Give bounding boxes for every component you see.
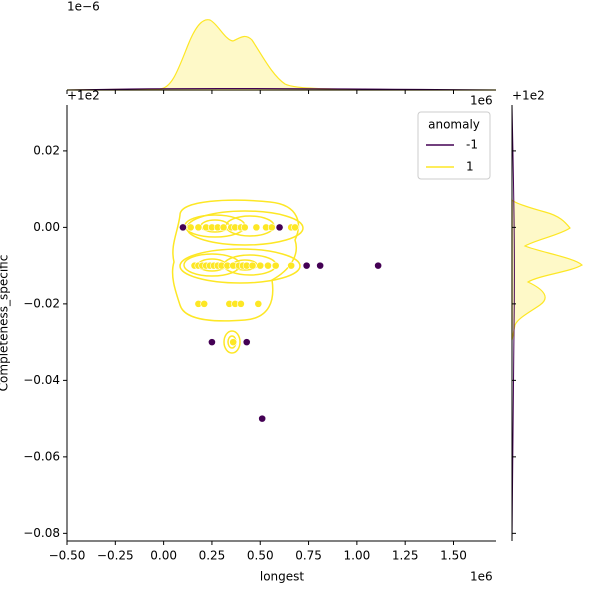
point	[271, 261, 280, 270]
point	[252, 223, 261, 232]
x-tick-label: 0.50	[247, 549, 274, 563]
top-marginal-offset: 1e−6	[67, 0, 100, 14]
right-marginal-offset: +1e2	[512, 89, 545, 103]
legend: anomaly -1 1	[417, 111, 491, 180]
legend-label: 1	[466, 160, 474, 174]
point	[237, 299, 245, 308]
point	[275, 223, 284, 232]
point	[287, 261, 296, 270]
y-axis-label: Completeness_specific	[0, 255, 11, 392]
y-tick-label: −0.08	[23, 526, 60, 540]
y-tick-label: 0.02	[33, 143, 60, 157]
y-tick-label: −0.02	[23, 296, 60, 310]
point	[264, 261, 272, 270]
point	[194, 223, 203, 232]
x-tick-label: −0.50	[49, 549, 86, 563]
point	[248, 261, 257, 270]
y-offset: +1e2	[67, 89, 100, 103]
x-axis-label: longest	[260, 570, 305, 584]
legend-title: anomaly	[428, 118, 480, 132]
top-marginal-kde	[66, 19, 497, 91]
x-tick-label: 1.50	[440, 549, 467, 563]
y-tick-label: −0.06	[23, 449, 60, 463]
x-tick-label: 0.75	[295, 549, 322, 563]
kde-contours	[171, 199, 304, 354]
x-tick-label: 1.25	[392, 549, 419, 563]
point	[291, 223, 299, 232]
point	[374, 261, 383, 270]
point	[316, 261, 325, 270]
point	[229, 338, 238, 347]
x-offset: 1e6	[470, 570, 493, 584]
point	[267, 223, 276, 232]
x-tick-label: 0.00	[150, 549, 177, 563]
x-tick-label: 0.25	[199, 549, 226, 563]
y-tick-label: 0.00	[33, 220, 60, 234]
point	[208, 338, 216, 347]
point	[240, 223, 249, 232]
point	[254, 299, 263, 308]
point	[242, 338, 251, 347]
top-marginal-x-offset: 1e6	[470, 94, 493, 108]
point	[258, 414, 267, 423]
point	[186, 223, 195, 232]
right-marginal-kde	[511, 198, 583, 341]
point	[219, 223, 228, 232]
point	[200, 299, 209, 308]
x-tick-label: −0.25	[97, 549, 134, 563]
x-tick-label: 1.00	[344, 549, 371, 563]
point	[179, 223, 187, 232]
point	[302, 261, 311, 270]
top-marginal-kde-anomaly	[66, 88, 497, 91]
y-tick-label: −0.04	[23, 373, 60, 387]
legend-label: -1	[466, 138, 478, 152]
point	[256, 261, 265, 270]
